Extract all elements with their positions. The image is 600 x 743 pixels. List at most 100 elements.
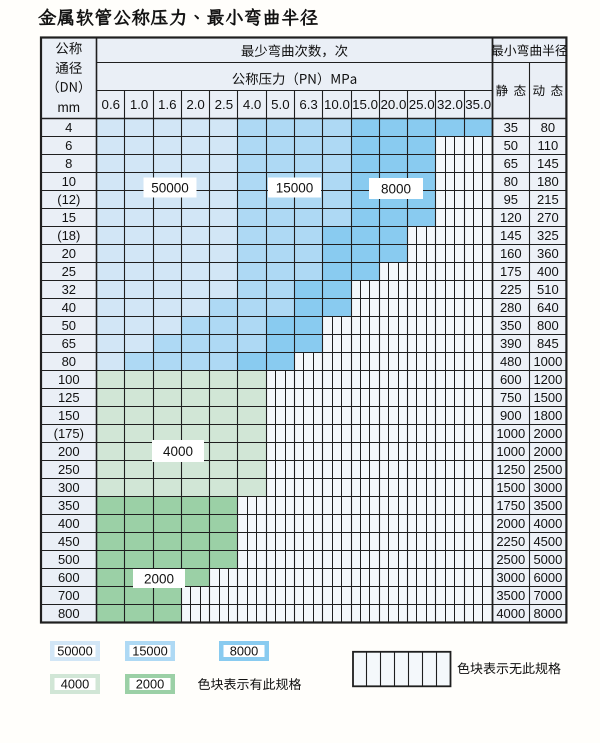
svg-text:1250: 1250 [496, 462, 525, 477]
svg-text:4.0: 4.0 [243, 97, 262, 112]
svg-text:1500: 1500 [533, 390, 562, 405]
svg-text:500: 500 [58, 552, 80, 567]
svg-text:35: 35 [504, 120, 518, 135]
svg-text:8000: 8000 [533, 606, 562, 621]
svg-text:1800: 1800 [533, 408, 562, 423]
svg-text:4000: 4000 [496, 606, 525, 621]
svg-text:145: 145 [500, 228, 522, 243]
svg-text:270: 270 [537, 210, 559, 225]
svg-text:2500: 2500 [496, 552, 525, 567]
svg-text:40: 40 [62, 300, 76, 315]
svg-text:1750: 1750 [496, 498, 525, 513]
svg-text:1200: 1200 [533, 372, 562, 387]
svg-text:mm: mm [58, 100, 81, 115]
svg-text:110: 110 [538, 138, 559, 153]
svg-text:(175): (175) [54, 426, 84, 441]
svg-text:15000: 15000 [132, 644, 168, 659]
svg-text:3000: 3000 [496, 570, 525, 585]
svg-text:25.0: 25.0 [409, 97, 435, 112]
svg-text:215: 215 [537, 192, 559, 207]
svg-text:280: 280 [500, 300, 522, 315]
svg-text:6: 6 [65, 138, 72, 153]
svg-text:20: 20 [62, 246, 76, 261]
svg-text:4500: 4500 [533, 534, 562, 549]
svg-text:4: 4 [65, 120, 72, 135]
svg-text:1.6: 1.6 [158, 97, 177, 112]
svg-text:2500: 2500 [533, 462, 562, 477]
svg-text:350: 350 [500, 318, 522, 333]
svg-text:4000: 4000 [61, 677, 89, 692]
svg-text:80: 80 [541, 120, 555, 135]
svg-text:8000: 8000 [230, 644, 258, 659]
svg-text:(12): (12) [57, 192, 80, 207]
svg-text:750: 750 [500, 390, 522, 405]
svg-text:8: 8 [65, 156, 72, 171]
svg-text:4000: 4000 [533, 516, 562, 531]
svg-text:6000: 6000 [533, 570, 562, 585]
svg-text:50000: 50000 [57, 644, 93, 659]
svg-text:50: 50 [504, 138, 518, 153]
svg-text:360: 360 [537, 246, 559, 261]
svg-text:50: 50 [62, 318, 76, 333]
svg-text:50000: 50000 [151, 180, 189, 195]
svg-text:325: 325 [537, 228, 559, 243]
svg-text:1500: 1500 [496, 480, 525, 495]
svg-text:4000: 4000 [163, 444, 193, 459]
svg-text:1000: 1000 [533, 354, 562, 369]
svg-text:700: 700 [58, 588, 80, 603]
svg-text:350: 350 [58, 498, 80, 513]
svg-text:3000: 3000 [533, 480, 562, 495]
svg-text:35.0: 35.0 [465, 97, 491, 112]
svg-text:65: 65 [62, 336, 76, 351]
svg-text:95: 95 [504, 192, 518, 207]
svg-text:5.0: 5.0 [271, 97, 290, 112]
svg-text:800: 800 [537, 318, 559, 333]
svg-text:2000: 2000 [496, 516, 525, 531]
svg-text:2000: 2000 [144, 571, 174, 586]
svg-text:900: 900 [500, 408, 522, 423]
svg-text:175: 175 [500, 264, 522, 279]
svg-text:2000: 2000 [533, 426, 562, 441]
svg-text:390: 390 [500, 336, 522, 351]
svg-text:10.0: 10.0 [324, 97, 350, 112]
svg-text:200: 200 [58, 444, 80, 459]
svg-text:(18): (18) [57, 228, 80, 243]
svg-text:3500: 3500 [533, 498, 562, 513]
svg-text:6.3: 6.3 [299, 97, 318, 112]
svg-text:2.0: 2.0 [186, 97, 205, 112]
svg-text:15.0: 15.0 [352, 97, 378, 112]
svg-text:2000: 2000 [533, 444, 562, 459]
svg-text:640: 640 [537, 300, 559, 315]
svg-text:160: 160 [500, 246, 522, 261]
svg-text:510: 510 [537, 282, 559, 297]
svg-text:300: 300 [58, 480, 80, 495]
svg-text:25: 25 [62, 264, 76, 279]
svg-text:600: 600 [58, 570, 80, 585]
svg-text:150: 150 [58, 408, 80, 423]
svg-text:180: 180 [537, 174, 559, 189]
svg-text:7000: 7000 [533, 588, 562, 603]
svg-text:5000: 5000 [533, 552, 562, 567]
svg-text:32: 32 [62, 282, 76, 297]
svg-text:1000: 1000 [496, 426, 525, 441]
svg-text:800: 800 [58, 606, 80, 621]
svg-text:845: 845 [537, 336, 559, 351]
svg-text:225: 225 [500, 282, 522, 297]
svg-text:0.6: 0.6 [102, 97, 121, 112]
svg-text:400: 400 [537, 264, 559, 279]
svg-text:15000: 15000 [276, 180, 314, 195]
svg-text:120: 120 [500, 210, 522, 225]
svg-text:400: 400 [58, 516, 80, 531]
svg-text:2250: 2250 [496, 534, 525, 549]
svg-text:3500: 3500 [496, 588, 525, 603]
svg-text:2000: 2000 [136, 677, 164, 692]
svg-text:32.0: 32.0 [437, 97, 463, 112]
svg-text:8000: 8000 [381, 181, 411, 196]
svg-text:65: 65 [504, 156, 518, 171]
svg-text:600: 600 [500, 372, 522, 387]
svg-text:125: 125 [58, 390, 80, 405]
svg-text:80: 80 [62, 354, 76, 369]
svg-text:480: 480 [500, 354, 522, 369]
svg-text:250: 250 [58, 462, 80, 477]
svg-text:2.5: 2.5 [215, 97, 234, 112]
